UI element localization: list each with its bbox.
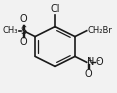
Text: O: O — [85, 69, 92, 79]
Text: CH₃: CH₃ — [3, 26, 18, 35]
Text: CH₂Br: CH₂Br — [87, 26, 112, 35]
Text: N: N — [87, 57, 94, 67]
Text: O: O — [20, 37, 27, 48]
Text: -: - — [97, 56, 100, 65]
Text: O: O — [95, 57, 103, 67]
Text: S: S — [20, 26, 26, 36]
Text: Cl: Cl — [50, 4, 60, 14]
Text: O: O — [20, 14, 27, 24]
Text: +: + — [87, 56, 93, 65]
